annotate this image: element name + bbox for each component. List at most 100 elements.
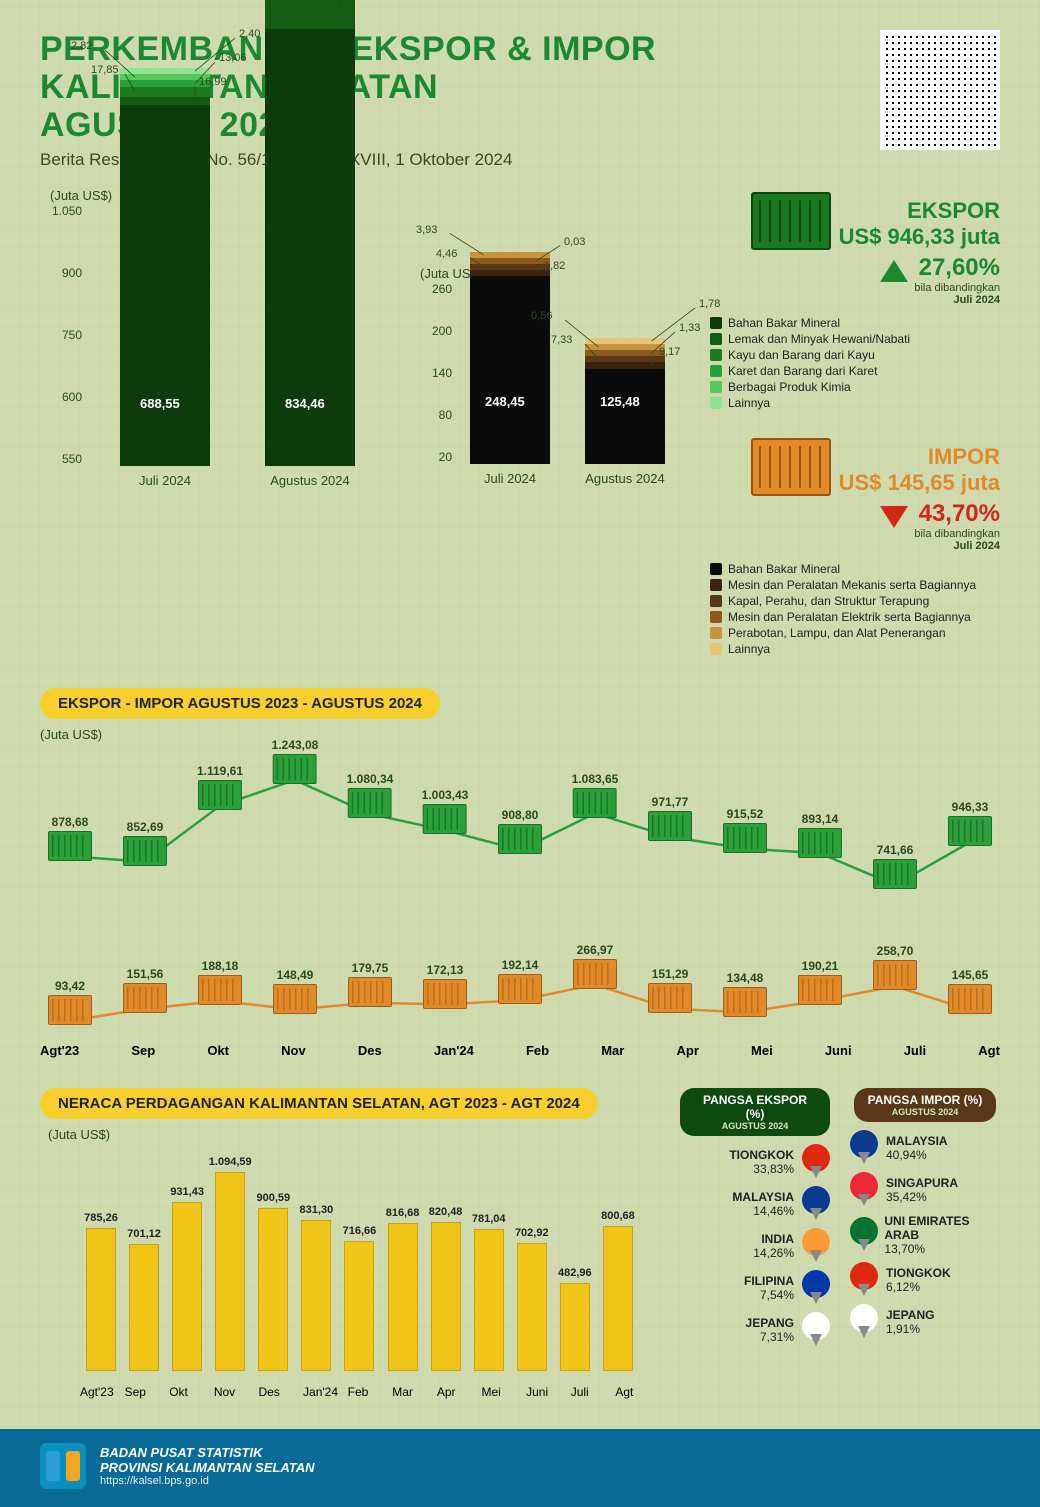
neraca-bar bbox=[603, 1226, 633, 1372]
timeline-x-label: Jan'24 bbox=[434, 1043, 474, 1058]
timeline-value: 1.080,34 bbox=[347, 772, 394, 786]
neraca-bar-value: 781,04 bbox=[472, 1213, 506, 1225]
legend-label: Kapal, Perahu, dan Struktur Terapung bbox=[728, 594, 929, 608]
neraca-x-label: Agt bbox=[615, 1385, 660, 1399]
timeline-value: 93,42 bbox=[48, 979, 92, 993]
timeline-value: 908,80 bbox=[498, 808, 542, 822]
timeline-value: 1.003,43 bbox=[422, 788, 469, 802]
neraca-bar bbox=[172, 1202, 202, 1371]
neraca-title-pill: NERACA PERDAGANGAN KALIMANTAN SELATAN, A… bbox=[40, 1088, 598, 1119]
container-icon bbox=[948, 984, 992, 1014]
neraca-x-label: Okt bbox=[169, 1385, 214, 1399]
neraca-bar bbox=[474, 1229, 504, 1371]
legend-item: Bahan Bakar Mineral bbox=[710, 562, 1000, 576]
share-country: SINGAPURA bbox=[886, 1176, 958, 1190]
share-pct: 35,42% bbox=[886, 1190, 958, 1204]
share-row: SINGAPURA35,42% bbox=[850, 1172, 1000, 1208]
timeline-value: 1.083,65 bbox=[572, 772, 619, 786]
container-icon bbox=[198, 780, 242, 810]
container-icon bbox=[273, 984, 317, 1014]
neraca-bar-value: 701,12 bbox=[127, 1228, 161, 1240]
timeline-point: 179,75 bbox=[348, 961, 392, 1007]
neraca-section: NERACA PERDAGANGAN KALIMANTAN SELATAN, A… bbox=[40, 1088, 1000, 1399]
share-row: UNI EMIRATES ARAB13,70% bbox=[850, 1214, 1000, 1256]
timeline-value: 1.119,61 bbox=[197, 764, 243, 778]
legend-item: Bahan Bakar Mineral bbox=[710, 316, 1000, 330]
neraca-bar-value: 800,68 bbox=[601, 1210, 635, 1222]
legend-label: Mesin dan Peralatan Elektrik serta Bagia… bbox=[728, 610, 971, 624]
neraca-bar-chart: (Juta US$) 785,26701,12931,431.094,59900… bbox=[40, 1119, 660, 1399]
ekspor-heading: EKSPOR bbox=[839, 198, 1000, 224]
timeline-x-label: Mar bbox=[601, 1043, 624, 1058]
container-icon bbox=[423, 804, 467, 834]
share-pct: 14,46% bbox=[732, 1204, 794, 1218]
bar-segment-value: 16,99 bbox=[199, 76, 227, 88]
impor-pct: 43,70% bbox=[919, 500, 1000, 527]
neraca-x-label: Mar bbox=[392, 1385, 437, 1399]
bar-segment-value: 1,33 bbox=[679, 322, 700, 334]
container-icon bbox=[123, 983, 167, 1013]
timeline-x-axis: Agt'23SepOktNovDesJan'24FebMarAprMeiJuni… bbox=[40, 1043, 1000, 1058]
timeline-value: 179,75 bbox=[348, 961, 392, 975]
container-icon bbox=[798, 828, 842, 858]
share-row: TIONGKOK33,83% bbox=[680, 1144, 830, 1180]
container-icon bbox=[48, 995, 92, 1025]
bar-segment-value: 3,93 bbox=[416, 224, 437, 236]
neraca-x-label: Apr bbox=[437, 1385, 482, 1399]
timeline-point: 93,42 bbox=[48, 979, 92, 1025]
timeline-point: 852,69 bbox=[123, 820, 167, 866]
triangle-down-icon bbox=[880, 506, 908, 528]
pangsa-impor-panel: PANGSA IMPOR (%) AGUSTUS 2024 MALAYSIA40… bbox=[850, 1088, 1000, 1399]
share-country: TIONGKOK bbox=[729, 1148, 794, 1162]
timeline-value: 266,97 bbox=[573, 943, 617, 957]
bar-segment-value: 2,82 bbox=[71, 40, 92, 52]
timeline-x-label: Feb bbox=[526, 1043, 549, 1058]
timeline-value: 1.243,08 bbox=[272, 738, 319, 752]
timeline-point: 878,68 bbox=[48, 815, 92, 861]
ekspor-value: US$ 946,33 juta bbox=[839, 224, 1000, 250]
impor-note-1: bila dibandingkan bbox=[710, 528, 1000, 540]
ekspor-note-2: Juli 2024 bbox=[710, 294, 1000, 306]
footer: BADAN PUSAT STATISTIK PROVINSI KALIMANTA… bbox=[0, 1429, 1040, 1507]
timeline-value: 893,14 bbox=[798, 812, 842, 826]
share-country: INDIA bbox=[753, 1232, 794, 1246]
flag-pin-icon bbox=[802, 1270, 830, 1306]
flag-pin-icon bbox=[802, 1144, 830, 1180]
share-country: TIONGKOK bbox=[886, 1266, 951, 1280]
ekspor-note-1: bila dibandingkan bbox=[710, 282, 1000, 294]
timeline-value: 145,65 bbox=[948, 968, 992, 982]
timeline-point: 134,48 bbox=[723, 971, 767, 1017]
neraca-x-label: Nov bbox=[214, 1385, 259, 1399]
share-country: UNI EMIRATES ARAB bbox=[884, 1214, 1000, 1242]
neraca-unit-label: (Juta US$) bbox=[48, 1127, 110, 1142]
triangle-up-icon bbox=[880, 260, 908, 282]
legend-item: Perabotan, Lampu, dan Alat Penerangan bbox=[710, 626, 1000, 640]
timeline-point: 266,97 bbox=[573, 943, 617, 989]
container-icon bbox=[498, 974, 542, 1004]
legend-label: Bahan Bakar Mineral bbox=[728, 316, 840, 330]
bps-logo-icon bbox=[40, 1443, 86, 1489]
timeline-value: 151,56 bbox=[123, 967, 167, 981]
impor-summary: IMPOR US$ 145,65 juta 43,70% bila diband… bbox=[710, 438, 1000, 552]
container-icon bbox=[573, 959, 617, 989]
timeline-value: 151,29 bbox=[648, 967, 692, 981]
share-row: TIONGKOK6,12% bbox=[850, 1262, 1000, 1298]
timeline-chart: Agt'23SepOktNovDesJan'24FebMarAprMeiJuni… bbox=[40, 758, 1000, 1058]
timeline-value: 172,13 bbox=[423, 963, 467, 977]
neraca-x-label: Jan'24 bbox=[303, 1385, 348, 1399]
neraca-bar-value: 702,92 bbox=[515, 1227, 549, 1239]
flag-pin-icon bbox=[802, 1186, 830, 1222]
timeline-point: 258,70 bbox=[873, 944, 917, 990]
bar-segment-value: 1,78 bbox=[699, 298, 720, 310]
bar-segment-value: 13,06 bbox=[219, 52, 247, 64]
timeline-x-label: Juli bbox=[904, 1043, 926, 1058]
timeline-x-label: Agt bbox=[978, 1043, 1000, 1058]
timeline-value: 946,33 bbox=[948, 800, 992, 814]
neraca-bar-value: 831,30 bbox=[300, 1204, 334, 1216]
legend-item: Lainnya bbox=[710, 396, 1000, 410]
legend-swatch bbox=[710, 595, 722, 607]
ekspor-summary: EKSPOR US$ 946,33 juta 27,60% bila diban… bbox=[710, 192, 1000, 306]
legend-label: Bahan Bakar Mineral bbox=[728, 562, 840, 576]
neraca-bar-value: 1.094,59 bbox=[209, 1156, 252, 1168]
legend-item: Mesin dan Peralatan Elektrik serta Bagia… bbox=[710, 610, 1000, 624]
